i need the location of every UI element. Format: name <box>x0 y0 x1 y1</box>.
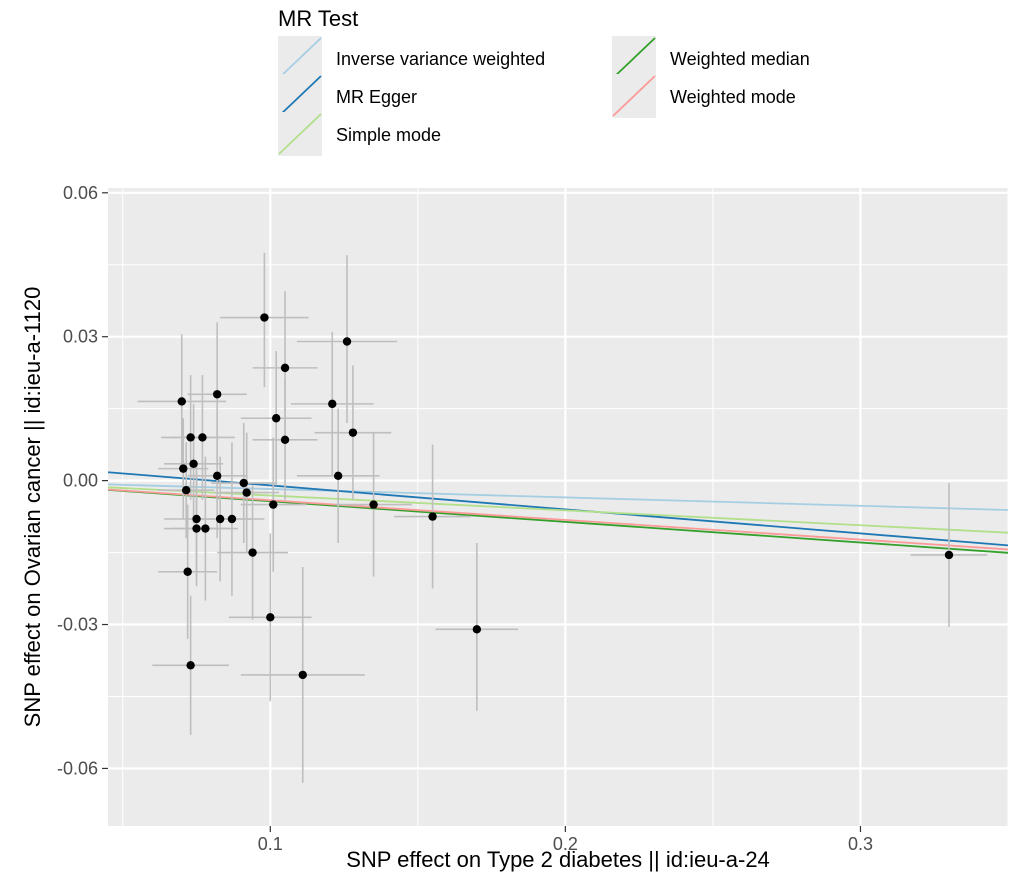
data-points <box>177 313 954 680</box>
legend-key-line <box>612 37 656 79</box>
y-tick-label: 0.00 <box>63 471 98 491</box>
x-tick-label: 0.3 <box>848 834 873 854</box>
regression-line <box>107 471 1009 547</box>
data-point <box>179 464 188 473</box>
x-tick-label: 0.1 <box>258 834 283 854</box>
data-point <box>248 548 257 557</box>
data-point <box>328 399 337 409</box>
y-axis-ticks: -0.06 -0.03 0.00 0.03 0.06 <box>57 183 108 778</box>
data-point <box>369 500 378 509</box>
data-point <box>227 514 237 524</box>
data-point <box>348 428 358 437</box>
x-tick-label: 0.2 <box>553 834 578 854</box>
data-point <box>428 512 437 521</box>
data-point <box>177 397 186 406</box>
data-point <box>212 471 222 481</box>
data-point <box>260 313 269 322</box>
legend-key-line <box>612 75 656 117</box>
regression-lines <box>107 471 1009 554</box>
data-point <box>189 459 198 469</box>
data-point <box>201 524 210 533</box>
data-point <box>212 390 222 399</box>
legend-label: Weighted median <box>670 49 810 69</box>
data-point <box>192 514 201 524</box>
legend-key-line <box>278 113 322 155</box>
data-point <box>944 550 954 560</box>
legend-entries: Inverse variance weighted MR Egger Simple … <box>278 36 810 156</box>
y-tick-label: 0.06 <box>63 183 98 203</box>
y-axis-title: SNP effect on Ovarian cancer || id:ieu-a… <box>20 287 45 728</box>
legend-label: Weighted mode <box>670 87 796 107</box>
regression-line <box>107 488 1009 551</box>
data-point <box>181 486 191 495</box>
legend-title: MR Test <box>278 6 358 31</box>
data-point <box>472 625 482 634</box>
data-point <box>215 514 225 524</box>
legend-label: Simple mode <box>336 125 441 145</box>
data-point <box>186 661 195 670</box>
regression-line <box>107 486 1009 534</box>
data-point <box>280 363 290 373</box>
data-point <box>186 433 195 442</box>
legend-key-line <box>278 75 322 117</box>
legend-key-line <box>278 37 322 79</box>
data-point <box>280 435 290 445</box>
legend-label: MR Egger <box>336 87 417 107</box>
data-point <box>198 433 207 442</box>
legend: MR Test Inverse variance weighted MR Egge… <box>278 6 810 156</box>
data-point <box>342 337 352 346</box>
plot-panel <box>108 188 1008 826</box>
data-point <box>239 478 248 488</box>
y-tick-label: -0.06 <box>57 758 98 778</box>
data-point <box>266 613 275 622</box>
data-point <box>183 567 192 576</box>
regression-line <box>107 483 1009 511</box>
data-point <box>192 524 201 533</box>
y-tick-label: -0.03 <box>57 615 98 635</box>
grid-major <box>108 188 1008 826</box>
data-point <box>269 500 278 509</box>
grid-minor <box>108 188 1009 826</box>
data-point <box>298 670 307 680</box>
regression-line <box>107 489 1009 554</box>
data-point <box>333 471 343 481</box>
data-point <box>271 414 281 423</box>
x-axis-title: SNP effect on Type 2 diabetes || id:ieu-… <box>346 847 770 872</box>
legend-label: Inverse variance weighted <box>336 49 545 69</box>
y-tick-label: 0.03 <box>63 327 98 347</box>
x-axis-ticks: 0.1 0.2 0.3 <box>258 826 873 854</box>
data-point <box>242 488 251 497</box>
